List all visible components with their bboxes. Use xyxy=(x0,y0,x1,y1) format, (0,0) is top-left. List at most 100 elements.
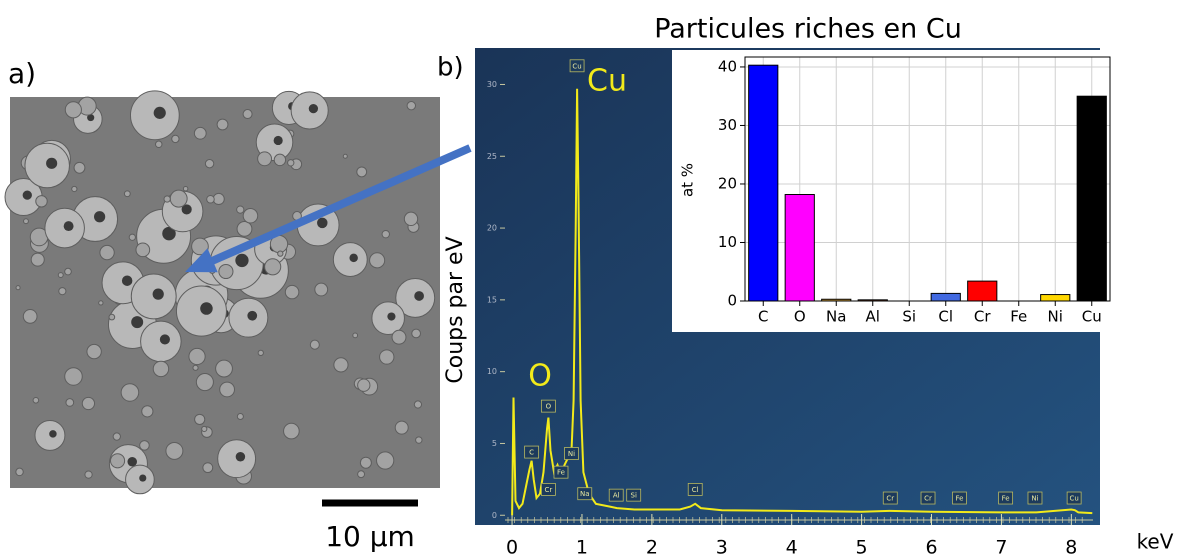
bar xyxy=(748,64,779,302)
particle xyxy=(165,441,184,460)
particle xyxy=(359,456,372,469)
particle xyxy=(403,211,419,227)
particle-pit xyxy=(46,157,58,169)
x-tick-label: Ni xyxy=(1048,308,1063,326)
particle-pit xyxy=(247,310,258,321)
bar xyxy=(967,280,998,302)
peak-label: Cr xyxy=(924,495,932,503)
particle xyxy=(141,405,154,418)
arrow-head xyxy=(185,248,218,273)
particle xyxy=(236,205,245,214)
particle xyxy=(352,332,359,339)
particle-pit xyxy=(94,211,106,223)
particle xyxy=(110,453,126,469)
particle xyxy=(192,364,199,371)
particle xyxy=(309,339,320,350)
particle xyxy=(379,349,395,365)
particle xyxy=(212,192,225,206)
peak-label: Cr xyxy=(545,486,553,494)
x-tick-label: 4 xyxy=(786,537,798,558)
particle xyxy=(381,229,390,239)
x-tick-label: Na xyxy=(826,308,846,326)
x-tick-label: 8 xyxy=(1065,537,1077,558)
particle xyxy=(204,159,215,169)
peak-label-box xyxy=(920,491,936,505)
bar xyxy=(1040,294,1071,302)
x-tick-label: Si xyxy=(902,308,916,326)
particle xyxy=(65,398,75,407)
particle xyxy=(171,134,180,144)
particle xyxy=(356,166,368,178)
arrow xyxy=(210,144,472,265)
scale-label: 10 µm xyxy=(325,520,415,553)
particle xyxy=(284,284,300,300)
y-tick-label: 0 xyxy=(727,292,737,310)
particle xyxy=(64,101,82,119)
particle xyxy=(152,360,170,378)
particle xyxy=(128,233,136,241)
particle xyxy=(283,422,300,440)
particle-pit xyxy=(127,456,137,467)
particle xyxy=(219,381,235,398)
particle-pit xyxy=(87,114,95,122)
particle-pit xyxy=(235,452,246,462)
peak-label-box xyxy=(882,491,898,505)
particle xyxy=(242,109,253,120)
x-tick-label: 6 xyxy=(925,537,937,558)
particle xyxy=(242,208,259,224)
particle xyxy=(333,357,349,373)
sem-particles xyxy=(4,90,436,495)
particle-pit xyxy=(153,106,166,119)
particle xyxy=(23,218,29,225)
peak-label: Ni xyxy=(568,450,575,458)
particle xyxy=(257,151,273,167)
particle xyxy=(84,470,93,479)
inset-chart: 0 10 20 30 40 C O Na Al Si Cl Cr Fe Ni Cu at % xyxy=(679,56,1111,326)
particle xyxy=(108,313,116,321)
peak-label-box xyxy=(541,483,556,496)
y-tick-label: 5 xyxy=(492,439,497,448)
peak-label: Fe xyxy=(557,469,565,477)
particle-pit xyxy=(63,221,74,232)
particle xyxy=(201,425,208,433)
particle xyxy=(236,413,244,421)
particle-pit xyxy=(131,316,144,329)
peak-label: Si xyxy=(631,492,637,500)
particle xyxy=(81,396,96,411)
peak-label-box xyxy=(687,483,703,496)
particle-pit xyxy=(317,217,328,229)
x-tick-label: 1 xyxy=(576,537,588,558)
particle xyxy=(215,359,233,378)
y-tick-label: 30 xyxy=(718,116,737,134)
particle xyxy=(22,309,38,324)
particle xyxy=(391,329,407,345)
annotation: Cu xyxy=(587,64,627,99)
peak-label: Cu xyxy=(572,62,581,70)
x-tick-label: Cr xyxy=(974,308,991,326)
particle xyxy=(71,185,78,193)
y-tick-label: 10 xyxy=(487,367,497,376)
particle-pit xyxy=(181,204,192,215)
particle xyxy=(188,347,206,366)
particle-pit xyxy=(159,334,170,345)
x-tick-label: Al xyxy=(866,308,880,326)
panel-label: a) xyxy=(8,57,36,90)
particle xyxy=(314,282,329,297)
peak-label-box xyxy=(553,465,569,479)
particle xyxy=(15,285,21,291)
peak-label: Ni xyxy=(1031,495,1038,503)
particle xyxy=(73,161,86,174)
particle xyxy=(98,300,104,306)
spectrum-line xyxy=(511,88,1093,516)
particle-pit xyxy=(235,253,249,268)
peak-label: Cl xyxy=(692,486,699,494)
y-tick-label: 40 xyxy=(718,57,737,75)
particle-pit xyxy=(49,430,57,438)
particle-pit xyxy=(308,103,319,114)
y-tick-label: 25 xyxy=(487,152,497,161)
particle xyxy=(163,195,171,203)
particle xyxy=(30,252,45,267)
peak-label: Na xyxy=(580,490,590,498)
peak-label: O xyxy=(546,403,552,411)
peak-label: Cu xyxy=(1069,495,1078,503)
